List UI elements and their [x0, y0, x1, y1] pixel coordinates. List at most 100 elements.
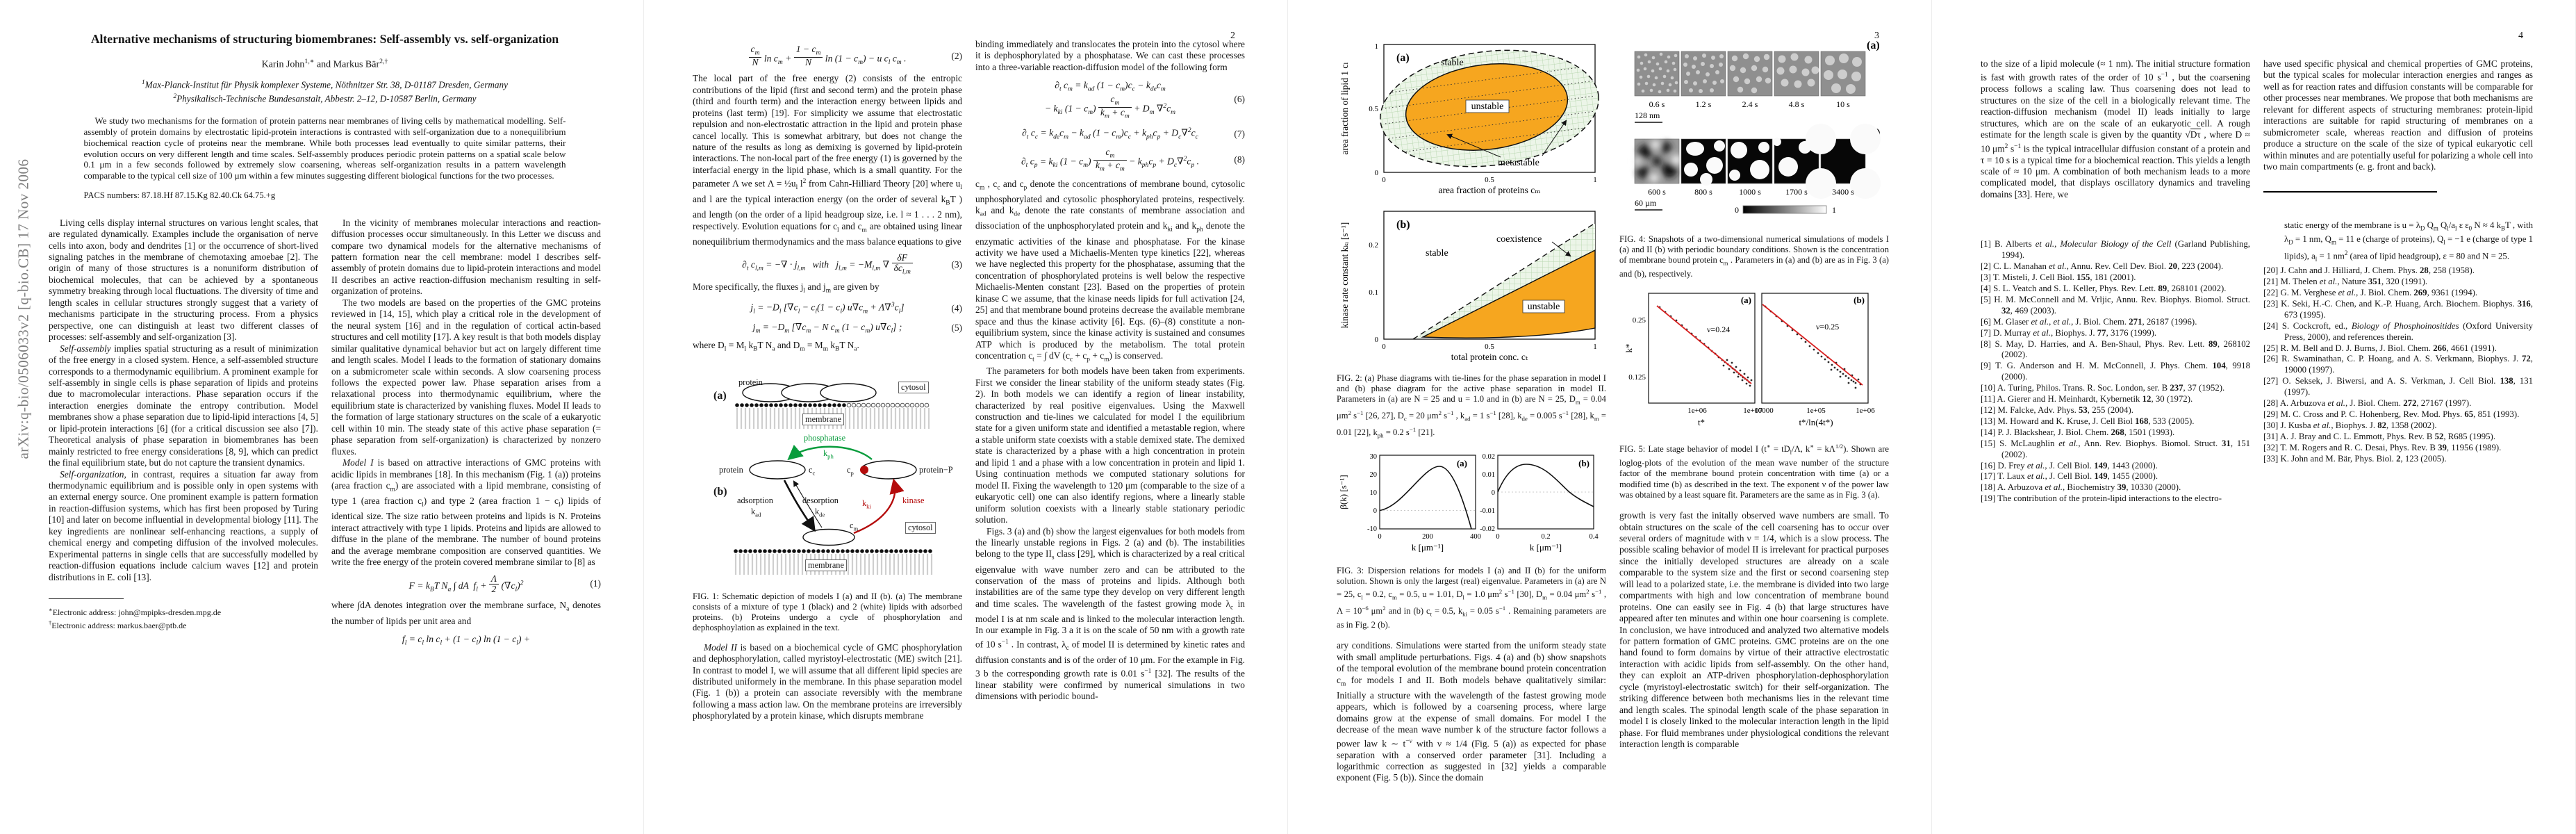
ytick: 0.5 — [1369, 105, 1378, 113]
cycle-b — [749, 444, 917, 546]
paragraph: to the size of a lipid molecule (≈ 1 nm)… — [1981, 58, 2250, 199]
ytick: 30 — [1370, 453, 1378, 461]
footnote-email-1: ∗Electronic address: john@mpipks-dresden… — [49, 607, 222, 618]
reference-item: [8] S. May, D. Harries, and A. Ben-Shaul… — [1981, 338, 2250, 360]
reference-item: [12] M. Falcke, Adv. Phys. 53, 255 (2004… — [1981, 404, 2133, 415]
colorbar-min: 0 — [1735, 205, 1739, 215]
fig5b-xlabel: t*/ln(4t*) — [1799, 417, 1833, 427]
paragraph: Model II is based on a biochemical cycle… — [693, 641, 962, 721]
arxiv-sidebar-label: arXiv:q-bio/0506033v2 [q-bio.CB] 17 Nov … — [15, 158, 32, 459]
reference-item: [4] S. L. Veatch and S. L. Keller, Phys.… — [1981, 284, 2227, 293]
proteinP-label: protein−P — [919, 464, 953, 475]
footnote-email-2: †Electronic address: markus.baer@ptb.de — [49, 620, 187, 631]
xtick: 1 — [1593, 343, 1597, 351]
metastable-label: metastable — [1498, 158, 1539, 168]
equation-3: ∂t cl,m = −∇ · jl,m with jl,m = −Ml,m ∇ … — [742, 252, 962, 277]
page4-column-1: to the size of a lipid molecule (≈ 1 nm)… — [1981, 58, 2250, 505]
figure-3-graphic: (a) 30 20 10 0 -10 0 200 400 k [μm⁻¹] β(… — [1338, 453, 1599, 553]
reference-item: [23] K. Seki, H.-C. Chen, and K.-P. Huan… — [2263, 298, 2533, 320]
paragraph: In the vicinity of membranes molecular i… — [331, 217, 601, 297]
time-label: 2.4 s — [1742, 99, 1758, 109]
paragraph: where Dl = Ml kBT Na and Dm = Mm kBT Na. — [693, 339, 859, 353]
time-label: 600 s — [1648, 187, 1666, 197]
reference-item: [15] S. McLaughlin et al., Ann. Rev. Bio… — [1981, 438, 2251, 459]
page1-column-2: In the vicinity of membranes molecular i… — [331, 218, 601, 654]
scalebar-b-label: 60 µm — [1635, 198, 1657, 208]
figure-4: (a) — [1619, 39, 1889, 229]
time-label: 0.6 s — [1649, 99, 1665, 109]
figure-2-graphic: unstable (a) stable metastable 1 0.5 0 0… — [1339, 42, 1599, 362]
page4-column-2: have used specific physical and chemical… — [2263, 58, 2533, 505]
reference-item: [24] S. Cockcroft, ed., Biology of Phosp… — [2263, 320, 2533, 342]
page-3: 3 — [1288, 0, 1932, 834]
colorbar — [1742, 205, 1827, 214]
proteins-a — [742, 383, 877, 402]
xtick: 0 — [1382, 343, 1386, 351]
xtick: 1 — [1593, 176, 1597, 184]
panel-b-label: (b) — [1853, 295, 1865, 305]
abstract: We study two mechanisms for the formatio… — [83, 115, 566, 181]
desorption-arrow — [793, 480, 823, 528]
reference-item: [21] M. Thelen et al., Nature 351, 320 (… — [2263, 277, 2428, 287]
xtick: 1e+06 — [1856, 407, 1875, 415]
figure-4-caption: FIG. 4: Snapshots of a two-dimensional n… — [1619, 234, 1889, 279]
ytick: 10 — [1370, 489, 1378, 497]
figure-5-graphic: (a) (b) ν=0.24 ν=0.25 0.25 0.125 k* 1e+0… — [1624, 293, 1875, 427]
unstable-region-b — [1421, 249, 1596, 338]
kki-label: kki — [862, 498, 871, 510]
reference-item: [19] The contribution of the protein-lip… — [1981, 493, 2222, 504]
snapshot-row-a — [1634, 51, 1866, 97]
desorption-label: desorption — [802, 495, 839, 505]
fit-line-b — [1762, 304, 1863, 386]
membrane-label-b: membrane — [805, 559, 847, 571]
equation-5: jm = −Dm [∇cm − N cm (1 − cm) u∇cl] ; (5… — [752, 321, 962, 335]
fig2a-ylabel: area fraction of lipid 1 cₗ — [1339, 62, 1350, 154]
reference-item: [9] T. G. Anderson and H. M. McConnell, … — [1981, 361, 2250, 382]
figure-2-caption: FIG. 2: (a) Phase diagrams with tie-line… — [1337, 373, 1606, 439]
reference-item: [14] P. J. Blackshear, J. Biol. Chem. 26… — [1981, 427, 2175, 437]
stable-label-b: stable — [1426, 248, 1448, 259]
adsorption-label: adsorption — [737, 495, 773, 505]
ytick: -10 — [1367, 525, 1377, 533]
figure-5-caption: FIG. 5: Late stage behavior of model I (… — [1619, 443, 1890, 500]
xtick: 0 — [1496, 533, 1499, 541]
panel-a-label: (a) — [1396, 52, 1410, 64]
time-label: 1000 s — [1739, 187, 1761, 197]
unstable-label-a: unstable — [1471, 101, 1504, 112]
page2-column-1: cm N ln cm + 1 − cm N ln (1 − cm) − u cl c… — [693, 39, 962, 722]
footnote-continuation: static energy of the membrane is u = λD … — [2284, 220, 2533, 263]
reference-item: [7] D. Murray et al., Biophys. J. 77, 31… — [1981, 327, 2157, 338]
paragraph: Figs. 3 (a) and (b) show the largest eig… — [975, 525, 1246, 702]
panel-b-label: (b) — [1578, 458, 1590, 468]
paragraph: where ∫dA denotes integration over the m… — [331, 600, 601, 626]
footnote-rule — [49, 598, 124, 600]
xtick: 1e+05 — [1806, 407, 1826, 415]
xtick: 200 — [1422, 533, 1433, 541]
time-label: 3400 s — [1832, 187, 1854, 197]
ytick: 0.125 — [1628, 373, 1646, 382]
paragraph: growth is very fast the initally observe… — [1619, 510, 1889, 750]
snapshot-row-b — [1634, 124, 1881, 199]
xtick: 0.5 — [1485, 343, 1494, 351]
kde-label: kde — [815, 506, 825, 518]
equation-4: jl = −Dl [∇cl − cl(1 − cl) u∇cm + Λ∇3cl]… — [750, 302, 962, 316]
page-4: 4 to the size of a lipid molecule (≈ 1 n… — [1932, 0, 2576, 834]
reference-item: [31] A. J. Bray and C. L. Emmott, Phys. … — [2263, 431, 2496, 441]
reference-item: [22] G. M. Verghese et al., J. Biol. Che… — [2263, 287, 2478, 297]
paragraph: Self-assembly implies spatial structurin… — [49, 343, 318, 468]
reference-item: [3] T. Misteli, J. Cell Biol. 155, 181 (… — [1981, 272, 2136, 283]
paragraph: The local part of the free energy (2) co… — [693, 73, 962, 247]
ytick: 0 — [1375, 169, 1379, 177]
panel-a-label: (a) — [713, 389, 727, 402]
kad-label: kad — [751, 506, 761, 518]
figure-1-caption: FIG. 1: Schematic depiction of models I … — [693, 591, 962, 633]
ytick: 0.25 — [1633, 316, 1646, 325]
reference-item: [26] R. Swaminathan, C. P. Hoang, and A.… — [2263, 354, 2533, 375]
time-label: 1.2 s — [1696, 99, 1712, 109]
equation-6: ∂t cm = kad (1 − cm)cc − kdecm − kki (1 −… — [1044, 80, 1245, 120]
phosphatase-label: phosphatase — [804, 432, 846, 443]
reference-item: [18] A. Arbu­zova et al., Biochemistry 3… — [1981, 482, 2181, 493]
panel-b-label: (b) — [1396, 219, 1410, 231]
ytick: -0.01 — [1480, 507, 1495, 515]
